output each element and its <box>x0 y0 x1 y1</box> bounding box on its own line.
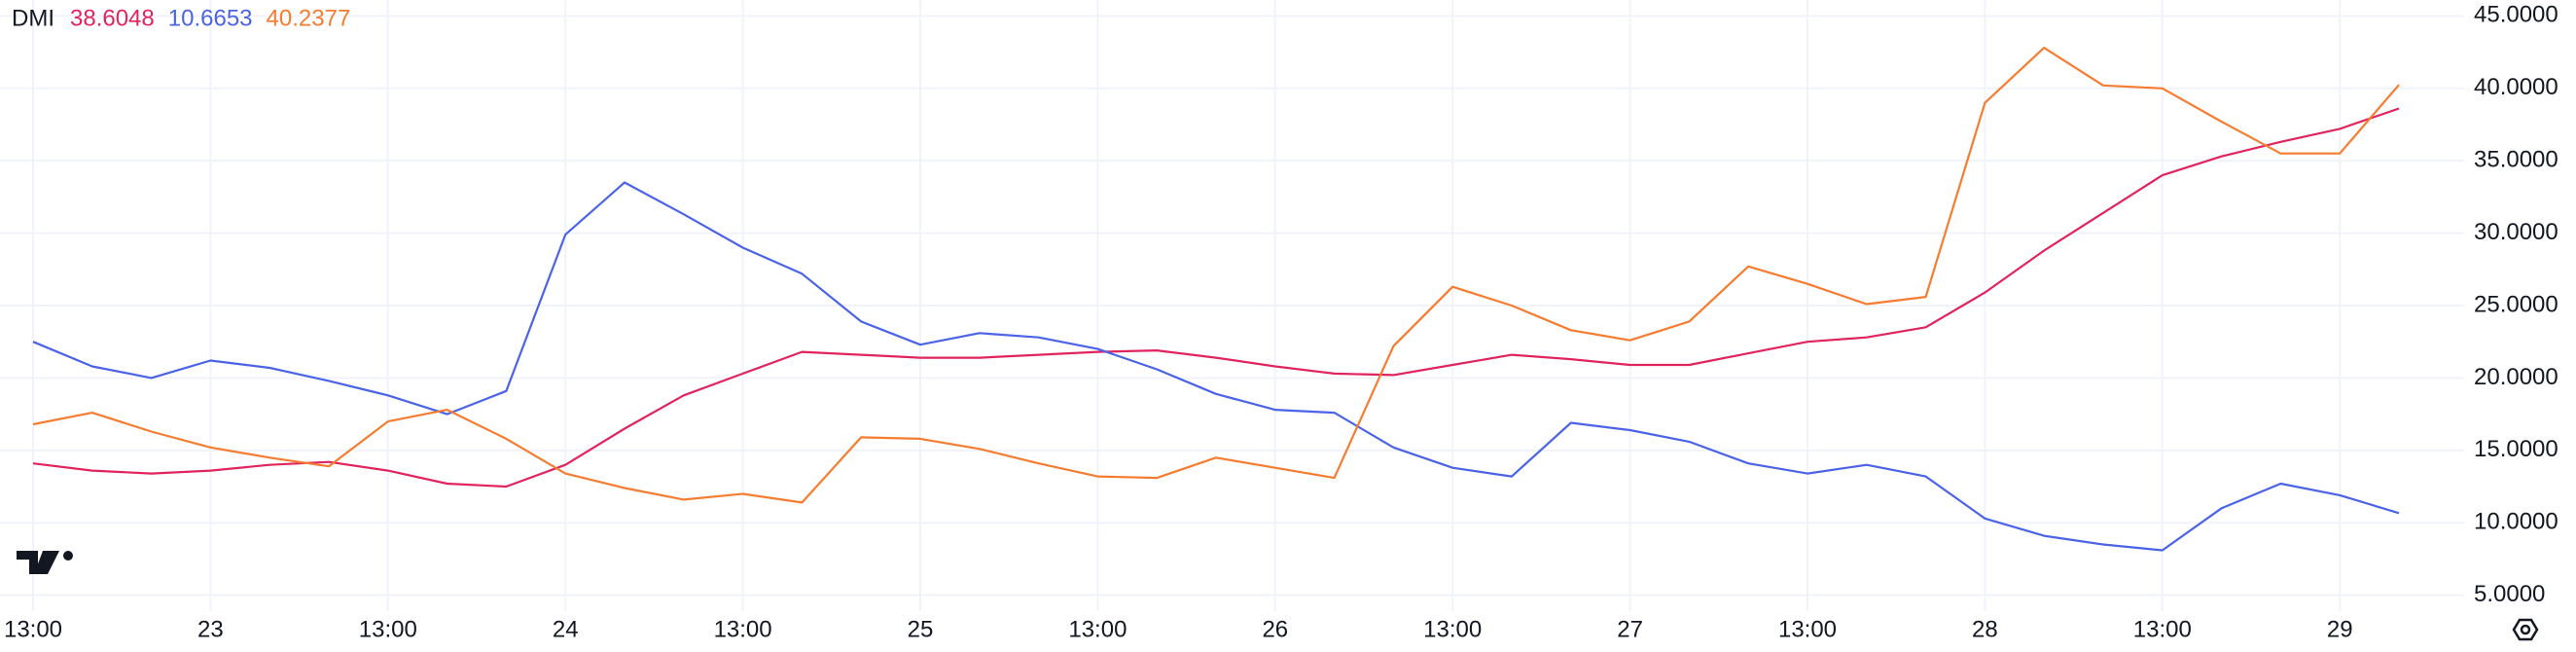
y-tick-label: 30.0000 <box>2474 219 2558 245</box>
x-tick-label: 13:00 <box>1068 616 1127 642</box>
labels: 5.0000 10.0000 15.0000 20.0000 25.0000 30.000… <box>4 2 2558 643</box>
series-line <box>32 181 2400 552</box>
y-tick-label: 15.0000 <box>2474 436 2558 462</box>
x-tick-label: 13:00 <box>1423 616 1482 642</box>
x-tick-label: 13:00 <box>359 616 417 642</box>
logo-mark <box>17 551 59 574</box>
y-tick-label: 20.0000 <box>2474 364 2558 390</box>
settings-icon-center[interactable] <box>2520 624 2531 635</box>
y-tick-label: 35.0000 <box>2474 147 2558 173</box>
legend-title: DMI <box>12 5 54 31</box>
logo-dot <box>63 551 73 561</box>
x-tick-label: 29 <box>2327 616 2353 642</box>
y-tick-label: 5.0000 <box>2474 581 2545 607</box>
legend-value: 40.2377 <box>267 5 351 31</box>
logo <box>17 551 73 574</box>
y-tick-label: 25.0000 <box>2474 291 2558 317</box>
x-tick-label: 27 <box>1617 616 1643 642</box>
x-tick-label: 13:00 <box>714 616 772 642</box>
y-tick-label: 45.0000 <box>2474 2 2558 28</box>
x-tick-label: 24 <box>553 616 579 642</box>
series-line <box>32 107 2400 489</box>
x-tick-label: 13:00 <box>4 616 62 642</box>
y-tick-label: 10.0000 <box>2474 509 2558 535</box>
x-tick-label: 25 <box>908 616 934 642</box>
grid <box>0 0 2464 611</box>
x-tick-label: 23 <box>197 616 224 642</box>
legend-value: 10.6653 <box>168 5 253 31</box>
settings-button[interactable] <box>2512 618 2539 641</box>
y-tick-label: 40.0000 <box>2474 74 2558 100</box>
x-tick-label: 28 <box>1972 616 1998 642</box>
x-tick-label: 13:00 <box>2133 616 2192 642</box>
x-tick-label: 13:00 <box>1778 616 1837 642</box>
x-tick-label: 26 <box>1262 616 1288 642</box>
series-line <box>32 47 2400 504</box>
lines <box>32 47 2400 552</box>
legend-value: 38.6048 <box>70 5 155 31</box>
settings-icon[interactable] <box>2512 618 2539 641</box>
